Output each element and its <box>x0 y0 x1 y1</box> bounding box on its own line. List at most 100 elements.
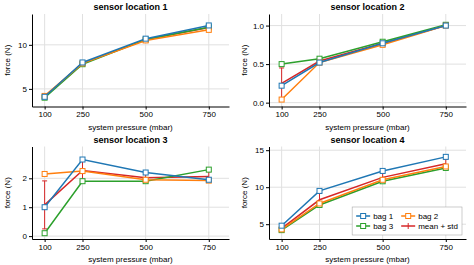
tick-mark <box>209 239 210 242</box>
marker <box>443 22 448 27</box>
line <box>282 26 446 86</box>
tick-label: 5 <box>260 220 265 229</box>
tick-label: 750 <box>203 110 217 119</box>
x-axis-title: system pressure (mbar) <box>88 255 173 264</box>
tick-mark <box>282 239 283 242</box>
panel: 1002505007500.00.51.0sensor location 2sy… <box>240 2 467 132</box>
marker <box>206 177 211 182</box>
tick: 10 <box>18 41 32 50</box>
grid <box>269 147 466 240</box>
tick: 100 <box>275 107 289 120</box>
grid-line <box>44 14 45 107</box>
tick: 250 <box>313 107 327 120</box>
marker <box>80 60 85 65</box>
tick-label: 100 <box>275 110 289 119</box>
tick-mark <box>83 107 84 110</box>
tick-mark <box>266 26 269 27</box>
tick: 750 <box>203 239 217 252</box>
marker <box>80 157 85 162</box>
tick-mark <box>29 236 32 237</box>
legend-label: mean + std <box>418 222 458 231</box>
panel: 100250500750510sensor location 1system p… <box>3 2 230 132</box>
tick: 100 <box>38 239 52 252</box>
tick-mark <box>146 107 147 110</box>
tick-mark <box>266 64 269 65</box>
legend-entry: bag 1 <box>356 212 394 221</box>
series <box>279 23 448 88</box>
marker <box>443 164 448 169</box>
line <box>45 25 209 96</box>
grid-line <box>269 150 466 151</box>
x-axis: 100250500750 <box>33 239 230 252</box>
series <box>42 27 211 98</box>
tick-label: 250 <box>313 110 327 119</box>
tick-mark <box>45 107 46 110</box>
tick: 500 <box>376 239 390 252</box>
axis-line <box>33 107 230 108</box>
tick-label: 0.5 <box>253 60 265 69</box>
error-bar <box>380 173 385 182</box>
plot-area <box>42 157 211 236</box>
tick-label: 500 <box>376 110 390 119</box>
marker <box>42 231 47 236</box>
marker <box>317 60 322 65</box>
marker <box>80 179 85 184</box>
tick: 750 <box>440 239 454 252</box>
tick-mark <box>282 107 283 110</box>
legend-entry: bag 3 <box>356 222 394 231</box>
tick: 2 <box>23 174 32 183</box>
axis-line <box>269 147 270 240</box>
tick-mark <box>383 239 384 242</box>
grid <box>32 147 229 240</box>
tick-label: 750 <box>203 243 217 252</box>
marker <box>42 94 47 99</box>
grid-line <box>208 147 209 240</box>
marker <box>42 95 47 100</box>
grid-line <box>145 14 146 107</box>
tick-mark <box>266 150 269 151</box>
tick-label: 1 <box>23 203 28 212</box>
grid-line <box>269 102 466 103</box>
marker <box>279 223 284 228</box>
title: sensor location 2 <box>330 2 404 12</box>
legend-marker <box>408 223 409 229</box>
tick-label: 100 <box>38 243 52 252</box>
tick-mark <box>266 103 269 104</box>
series <box>42 169 211 184</box>
plot-area <box>42 23 211 100</box>
y-axis-title: force (N) <box>240 44 249 75</box>
x-axis: 100 250 500 750 <box>270 239 467 252</box>
x-axis-title: system pressure (mbar) <box>325 123 410 132</box>
grid-line <box>32 207 229 208</box>
title: sensor location 3 <box>93 135 167 145</box>
panel: 10025050075051015sensor location 4system… <box>240 135 467 265</box>
x-axis-title: system pressure (mbar) <box>325 255 410 264</box>
marker <box>279 83 284 88</box>
tick-label: 10 <box>255 183 264 192</box>
tick: 100 <box>38 107 52 120</box>
grid-line <box>145 147 146 240</box>
marker <box>42 205 47 210</box>
axis-line <box>32 15 33 108</box>
marker <box>380 168 385 173</box>
tick-label: 1.0 <box>253 22 265 31</box>
line <box>45 160 209 208</box>
tick: 500 <box>376 107 390 120</box>
tick-label: 500 <box>139 110 153 119</box>
marker <box>206 23 211 28</box>
figure: 100250500750510sensor location 1system p… <box>0 0 474 265</box>
tick: 500 <box>139 107 153 120</box>
grid <box>269 14 466 107</box>
tick-mark <box>446 239 447 242</box>
error-bar <box>206 172 211 182</box>
marker <box>380 41 385 46</box>
tick-label: 100 <box>275 243 289 252</box>
marker <box>443 23 448 28</box>
tick: 750 <box>203 107 217 120</box>
tick-mark <box>446 107 447 110</box>
tick: 0.0 <box>253 99 269 108</box>
title: sensor location 4 <box>330 135 404 145</box>
tick-label: 250 <box>313 243 327 252</box>
tick-mark <box>266 187 269 188</box>
tick-mark <box>209 107 210 110</box>
